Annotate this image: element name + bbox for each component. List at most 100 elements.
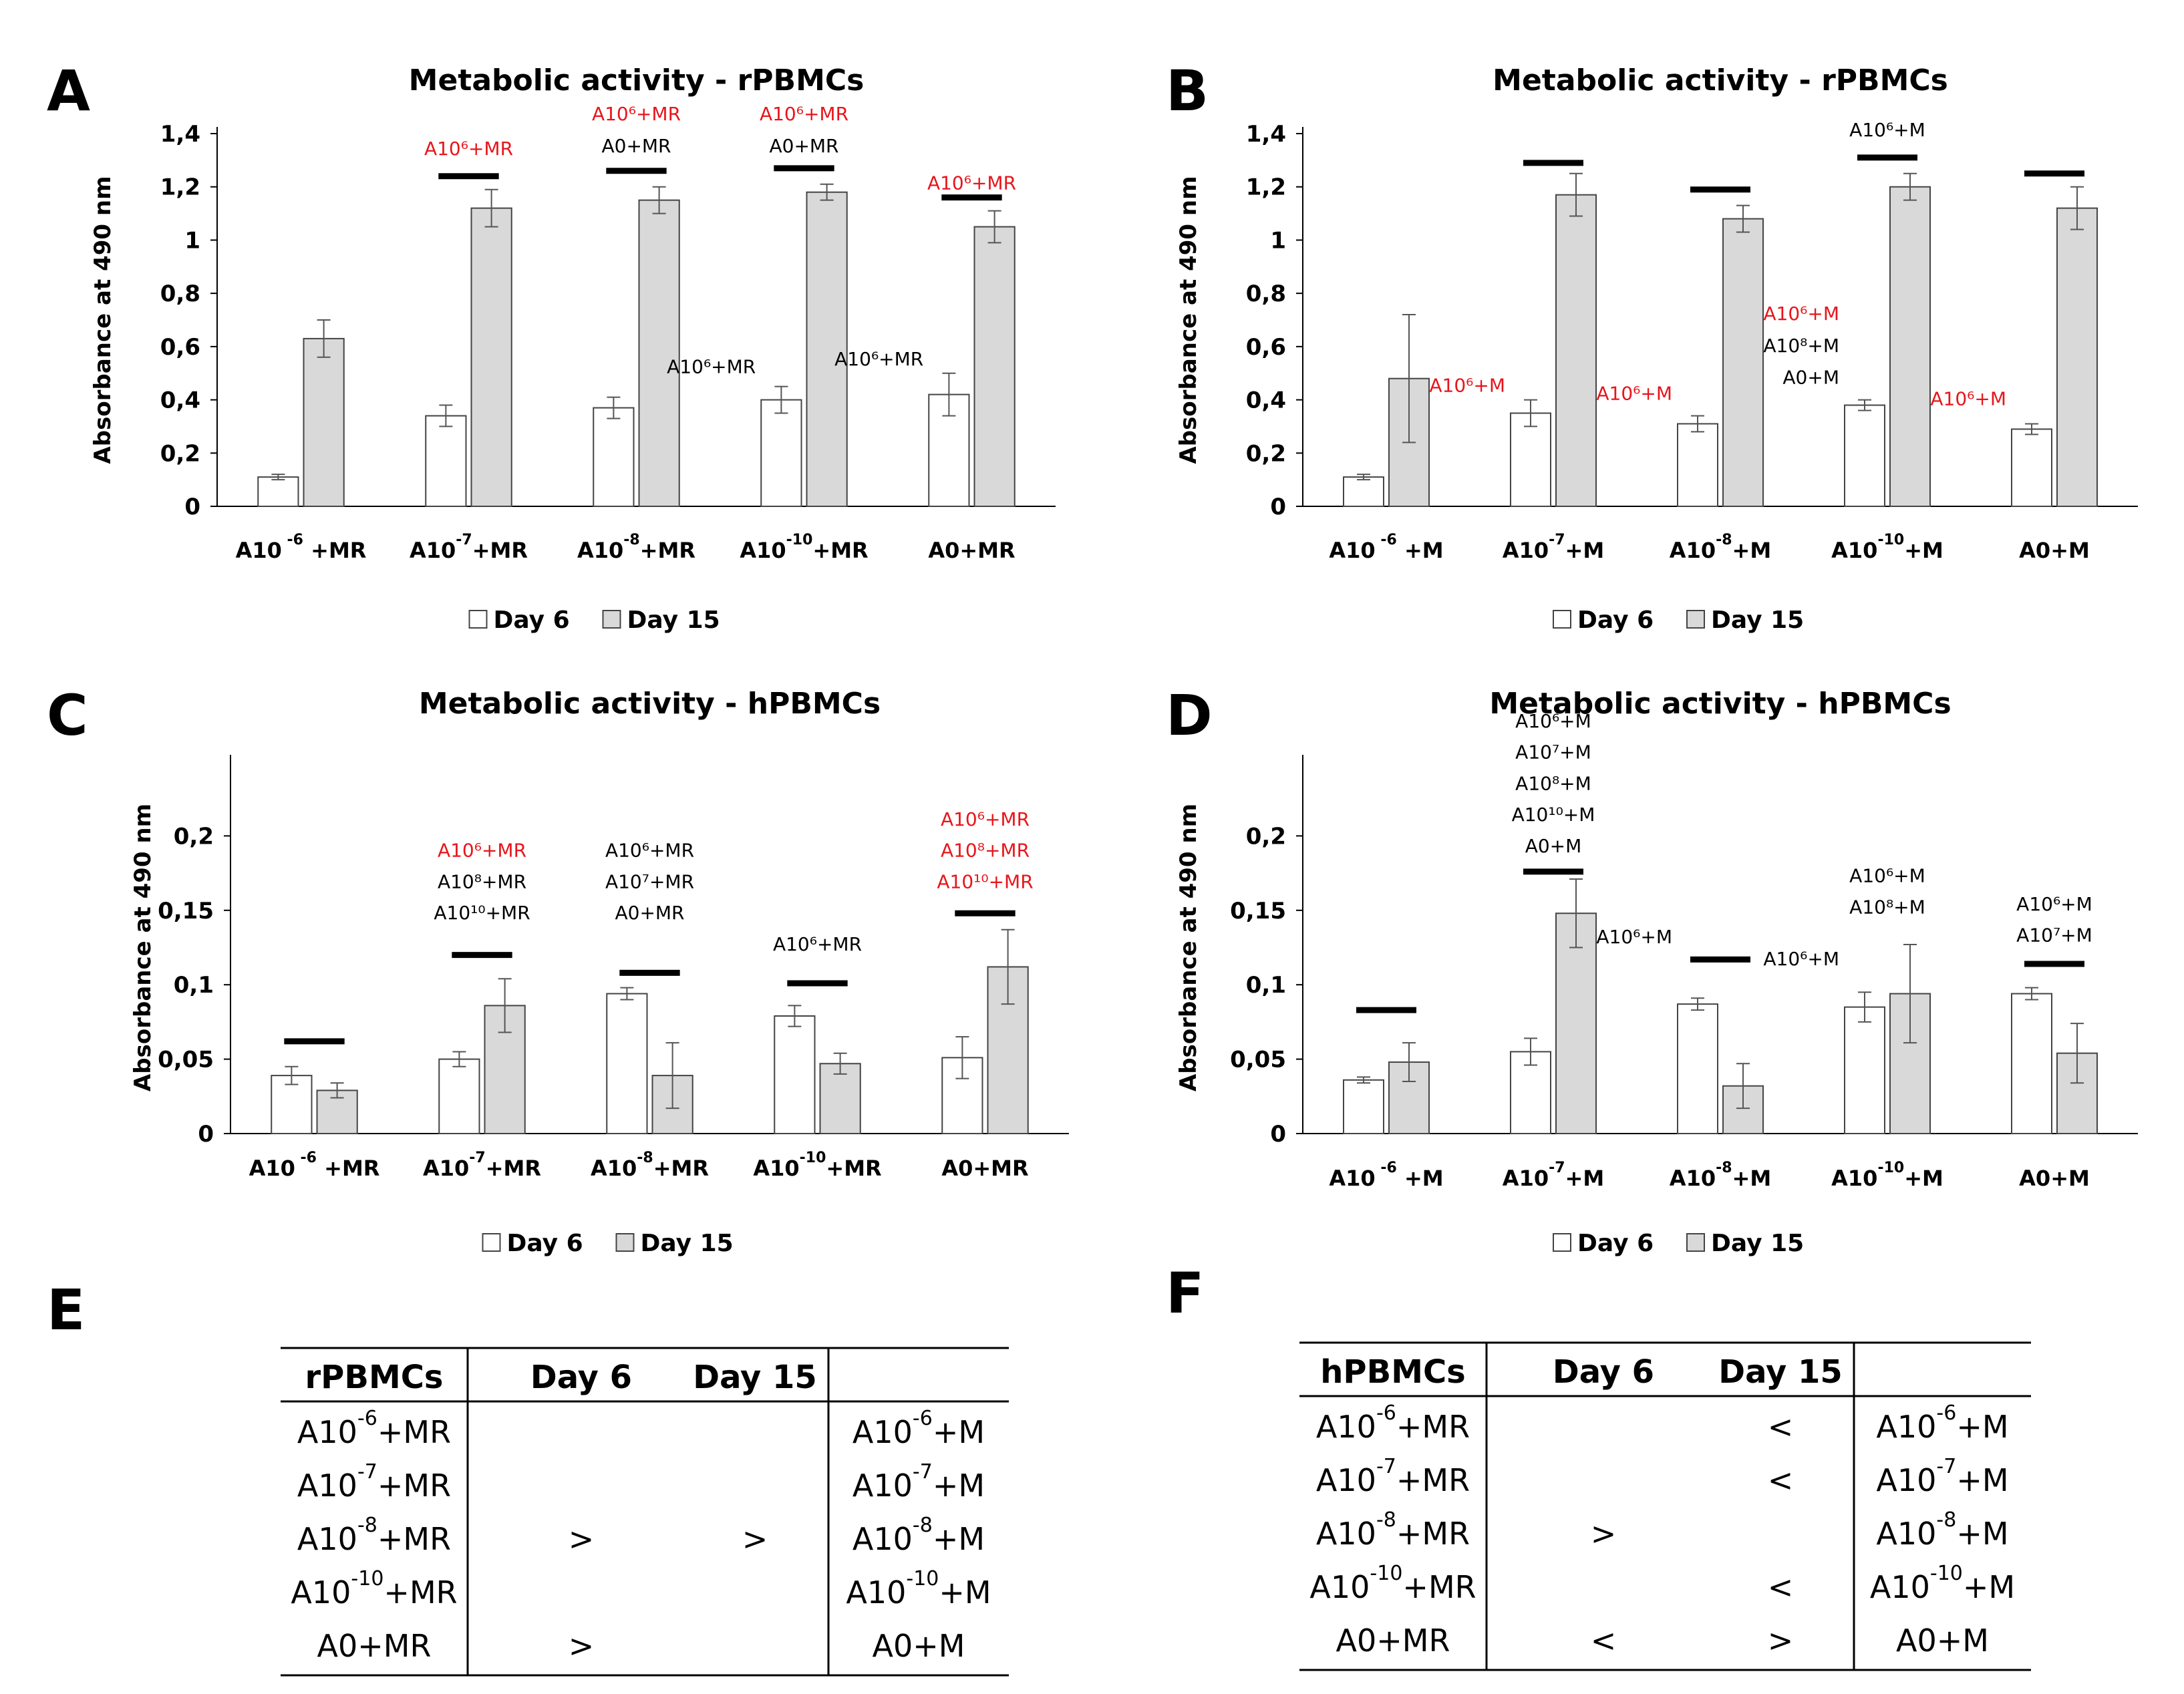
- table-row-label: A10-8+MR: [1316, 1508, 1470, 1552]
- table-header-cell: Day 6: [530, 1359, 632, 1396]
- y-tick-label: 1: [184, 227, 200, 254]
- significance-annotation: A10⁶+M: [1515, 710, 1591, 732]
- significance-annotation: A10⁶+MR: [760, 103, 848, 125]
- y-tick-label: 0,6: [160, 334, 200, 361]
- significance-annotation: A10⁸+MR: [438, 870, 526, 892]
- table-row-label: A10-6+M: [852, 1407, 985, 1450]
- y-tick-label: 1: [1270, 227, 1286, 254]
- x-tick-label: A10-7+MR: [410, 532, 528, 563]
- chart-title: Metabolic activity - rPBMCs: [409, 63, 865, 98]
- chart-title: Metabolic activity - rPBMCs: [1493, 63, 1948, 98]
- y-axis-label: Absorbance at 490 nm: [1175, 804, 1202, 1091]
- bar-day15: [470, 207, 512, 507]
- table-row-label: A10-10+MR: [291, 1567, 457, 1611]
- significance-annotation: A0+M: [1782, 367, 1839, 389]
- table-header-cell: hPBMCs: [1320, 1353, 1466, 1391]
- legend-label-day6: Day 6: [494, 607, 570, 634]
- table-row-label: A10-10+MR: [1309, 1562, 1476, 1605]
- significance-annotation: A10⁸+M: [1515, 772, 1591, 794]
- legend-swatch-day15: [1686, 1233, 1705, 1252]
- bar-day15: [1889, 186, 1931, 507]
- bar-day15: [1555, 912, 1597, 1134]
- y-tick-label: 0,6: [1246, 334, 1286, 361]
- significance-annotation: A10⁶+M: [1429, 375, 1505, 397]
- significance-annotation: A0+MR: [615, 902, 684, 924]
- table-row-label: A10-6+MR: [297, 1407, 451, 1450]
- bar-day6: [271, 1075, 313, 1135]
- table-comparison-cell: <: [1768, 1462, 1794, 1498]
- table-row-label: A0+M: [873, 1628, 965, 1664]
- table-row-label: A10-8+M: [852, 1514, 985, 1557]
- significance-annotation: A10¹⁰+MR: [434, 902, 530, 924]
- table-comparison-cell: <: [1591, 1623, 1617, 1659]
- significance-annotation: A10⁶+M: [1849, 864, 1925, 886]
- y-tick-label: 1,4: [160, 121, 200, 148]
- y-tick-label: 0,4: [160, 387, 200, 414]
- table-comparison-cell: <: [1768, 1569, 1794, 1605]
- bar-day6: [1510, 1051, 1551, 1134]
- chart-title: Metabolic activity - hPBMCs: [419, 687, 881, 721]
- legend-swatch-day6: [1553, 610, 1571, 629]
- table-comparison-cell: >: [1768, 1623, 1794, 1659]
- table-header-cell: Day 6: [1553, 1353, 1654, 1391]
- panel-letter: C: [47, 683, 88, 748]
- legend-swatch-day6: [1553, 1233, 1571, 1252]
- legend-label-day15: Day 15: [1711, 607, 1804, 634]
- x-tick-label: A10-8+MR: [591, 1150, 709, 1181]
- significance-annotation: A10⁶+M: [1849, 119, 1925, 141]
- significance-annotation: A10⁶+M: [1930, 388, 2006, 410]
- bar-day15: [1722, 218, 1764, 507]
- y-tick-label: 0,4: [1246, 387, 1286, 414]
- bar-day15: [1555, 194, 1597, 507]
- table-row-label: A10-7+M: [1876, 1455, 2008, 1498]
- panel-letter: D: [1166, 683, 1213, 748]
- significance-annotation: A10⁷+M: [2016, 924, 2092, 947]
- table-row-label: A0+MR: [317, 1628, 432, 1664]
- x-tick-label: A10 -6 +MR: [236, 532, 367, 563]
- chart-panel-A: A Metabolic activity - rPBMCs Absorbance a…: [47, 58, 1056, 634]
- bar-day15: [638, 199, 680, 507]
- bar-day6: [1677, 1003, 1718, 1134]
- bar-day6: [593, 407, 635, 507]
- significance-annotation: A10⁶+M: [1763, 948, 1839, 970]
- y-tick-label: 0,8: [160, 281, 200, 307]
- table-comparison-cell: >: [1591, 1516, 1617, 1552]
- bar-day6: [1343, 476, 1384, 508]
- y-tick-label: 0: [198, 1121, 214, 1148]
- y-tick-label: 0,2: [1246, 823, 1286, 850]
- significance-annotation: A10⁷+M: [1515, 741, 1591, 764]
- legend-label-day6: Day 6: [1577, 1230, 1654, 1257]
- bar-day6: [257, 476, 299, 508]
- y-tick-label: 1,2: [1246, 174, 1286, 201]
- table-row-label: A10-6+M: [1876, 1401, 2008, 1445]
- x-tick-label: A10 -6 +MR: [249, 1150, 380, 1181]
- x-tick-label: A10-10+M: [1831, 532, 1943, 563]
- significance-annotation: A10⁷+MR: [605, 870, 694, 892]
- table-comparison-cell: <: [1768, 1409, 1794, 1445]
- y-tick-label: 0,2: [160, 440, 200, 467]
- bar-day15: [973, 226, 1016, 507]
- panel-letter: A: [47, 58, 90, 124]
- y-tick-label: 0: [184, 494, 200, 520]
- table-comparison-cell: >: [569, 1521, 595, 1557]
- table-header-cell: Day 15: [1718, 1353, 1843, 1391]
- significance-annotation: A10⁶+MR: [941, 808, 1030, 830]
- chart-title: Metabolic activity - hPBMCs: [1489, 687, 1951, 721]
- table-row-label: A0+M: [1896, 1623, 1989, 1659]
- significance-annotation: A10⁶+MR: [592, 103, 681, 125]
- x-tick-label: A10-7+M: [1503, 532, 1604, 563]
- bar-day6: [606, 993, 648, 1134]
- bar-day6: [1343, 1079, 1384, 1134]
- significance-annotation: A10⁶+MR: [605, 840, 694, 862]
- x-tick-label: A0+MR: [941, 1156, 1028, 1181]
- table-row-label: A10-10+M: [1870, 1562, 2015, 1605]
- significance-annotation: A10⁶+M: [1596, 926, 1672, 948]
- y-tick-label: 0,15: [1230, 898, 1286, 924]
- table-row-label: A10-7+MR: [297, 1460, 451, 1504]
- table-row-label: A10-7+MR: [1316, 1455, 1470, 1498]
- table-row-label: A10-6+MR: [1316, 1401, 1470, 1445]
- x-tick-label: A10-10+M: [1831, 1160, 1943, 1191]
- y-tick-label: 0,8: [1246, 281, 1286, 307]
